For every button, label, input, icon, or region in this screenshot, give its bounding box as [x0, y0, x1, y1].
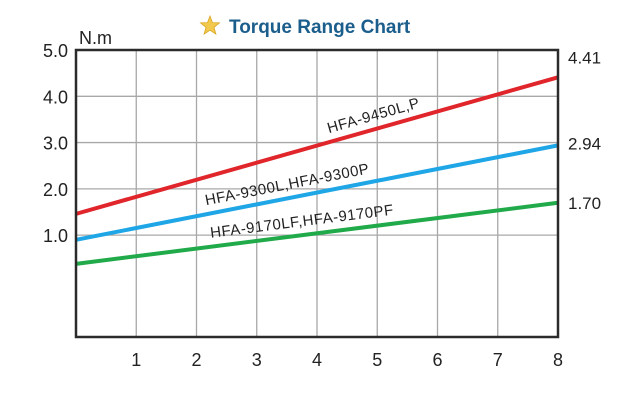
series-line [75, 75, 559, 216]
y-tick-labels: 1.0 2.0 3.0 4.0 5.0 [43, 41, 68, 246]
chart-title-group: Torque Range Chart [199, 14, 411, 38]
x-tick-label: 8 [553, 350, 563, 370]
x-tick-label: 7 [493, 350, 503, 370]
x-tick-label: 2 [191, 350, 201, 370]
star-icon [199, 14, 221, 36]
y-tick-label: 5.0 [43, 41, 68, 61]
y-tick-label: 2.0 [43, 180, 68, 200]
x-tick-label: 3 [252, 350, 262, 370]
y-tick-label: 1.0 [43, 226, 68, 246]
x-tick-label: 6 [432, 350, 442, 370]
series-label: HFA-9300L,HFA-9300P [204, 160, 371, 209]
grid-layer [76, 50, 558, 337]
plot-border [74, 48, 560, 339]
x-tick-labels: 1 2 3 4 5 6 7 8 [131, 350, 563, 370]
series-line [75, 200, 559, 266]
y-tick-label: 4.0 [43, 87, 68, 107]
x-tick-label: 5 [372, 350, 382, 370]
end-value-label: 4.41 [568, 48, 601, 67]
x-tick-label: 1 [131, 350, 141, 370]
end-value-labels: 4.41 2.94 1.70 [568, 48, 601, 212]
chart-title: Torque Range Chart [229, 17, 411, 38]
end-value-label: 2.94 [568, 134, 601, 153]
series-line [75, 143, 559, 242]
x-tick-label: 4 [312, 350, 322, 370]
end-value-label: 1.70 [568, 194, 601, 213]
y-tick-label: 3.0 [43, 134, 68, 154]
plot-frame [74, 48, 560, 339]
y-axis-label: N.m [79, 28, 112, 48]
